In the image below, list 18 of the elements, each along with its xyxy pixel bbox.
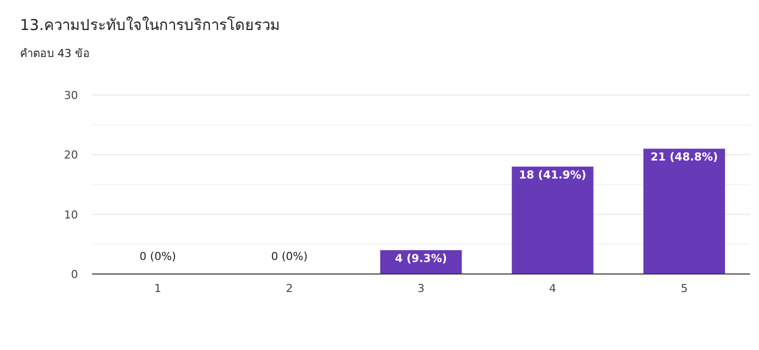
data-label: 0 (0%) (271, 250, 308, 263)
y-tick-label: 20 (64, 148, 78, 162)
chart-subtitle: คำตอบ 43 ข้อ (20, 47, 90, 60)
data-label: 18 (41.9%) (518, 168, 586, 182)
x-tick-label: 2 (286, 282, 293, 295)
x-tick-label: 3 (418, 282, 424, 295)
bar (512, 166, 594, 274)
data-label: 0 (0%) (140, 250, 176, 263)
data-label: 21 (48.8%) (650, 150, 718, 164)
y-tick-label: 0 (71, 268, 78, 281)
y-tick-label: 10 (64, 208, 78, 222)
data-label: 4 (9.3%) (394, 252, 448, 266)
x-tick-label: 5 (680, 282, 688, 295)
y-tick-label: 30 (64, 89, 78, 102)
title: 13.ความประทับใจในการบริการโดยรวม (20, 16, 280, 34)
x-tick-label: 1 (154, 282, 162, 295)
x-tick-label: 4 (549, 282, 556, 295)
bar (643, 148, 725, 274)
